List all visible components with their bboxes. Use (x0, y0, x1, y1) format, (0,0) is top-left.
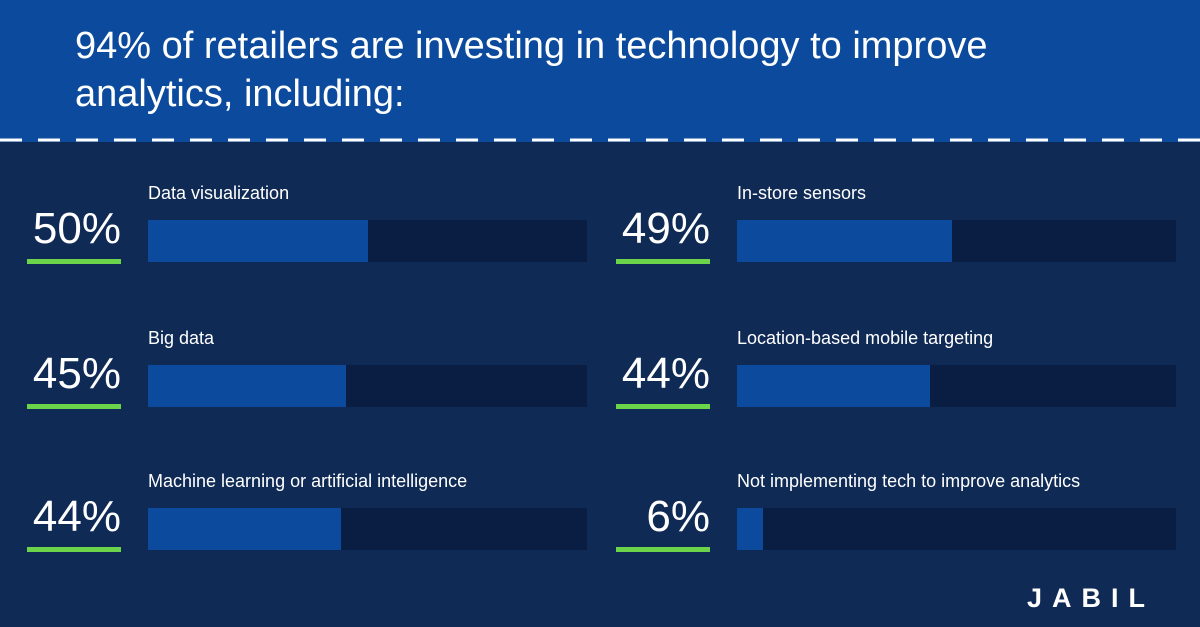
stat-percent: 49% (621, 204, 710, 253)
stat-big-data: Big data 45% (27, 327, 587, 417)
dashed-divider (0, 138, 1200, 142)
bar-track (148, 508, 587, 550)
header-banner: 94% of retailers are investing in techno… (0, 0, 1200, 142)
bar-track (737, 508, 1176, 550)
bar-fill (737, 220, 952, 262)
bar-fill (148, 508, 341, 550)
stat-underline (616, 404, 710, 409)
bar-fill (737, 508, 763, 550)
bar-track (737, 365, 1176, 407)
bar-track (737, 220, 1176, 262)
page-title: 94% of retailers are investing in techno… (75, 25, 988, 115)
stat-not-implementing: Not implementing tech to improve analyti… (616, 470, 1176, 560)
stat-label: Machine learning or artificial intellige… (148, 471, 468, 491)
stat-label: Data visualization (148, 183, 290, 203)
stat-underline (616, 259, 710, 264)
bar-track (148, 365, 587, 407)
bar-track (148, 220, 587, 262)
stat-label: Location-based mobile targeting (737, 328, 994, 348)
stat-percent: 50% (32, 204, 121, 253)
stat-label: In-store sensors (737, 183, 867, 203)
bar-fill (148, 220, 368, 262)
stat-machine-learning-ai: Machine learning or artificial intellige… (27, 470, 587, 560)
stat-underline (616, 547, 710, 552)
jabil-logo: JABIL (1027, 583, 1156, 613)
stat-percent: 6% (646, 492, 710, 541)
stat-label: Not implementing tech to improve analyti… (737, 471, 1081, 491)
bar-fill (737, 365, 930, 407)
bar-fill (148, 365, 346, 407)
stat-in-store-sensors: In-store sensors 49% (616, 182, 1176, 272)
stat-label: Big data (148, 328, 215, 348)
stat-underline (27, 547, 121, 552)
stat-percent: 45% (32, 349, 121, 398)
stat-percent: 44% (621, 349, 710, 398)
stat-percent: 44% (32, 492, 121, 541)
stat-data-visualization: Data visualization 50% (27, 182, 587, 272)
stat-underline (27, 259, 121, 264)
stat-location-based-mobile-targeting: Location-based mobile targeting 44% (616, 327, 1176, 417)
stat-underline (27, 404, 121, 409)
